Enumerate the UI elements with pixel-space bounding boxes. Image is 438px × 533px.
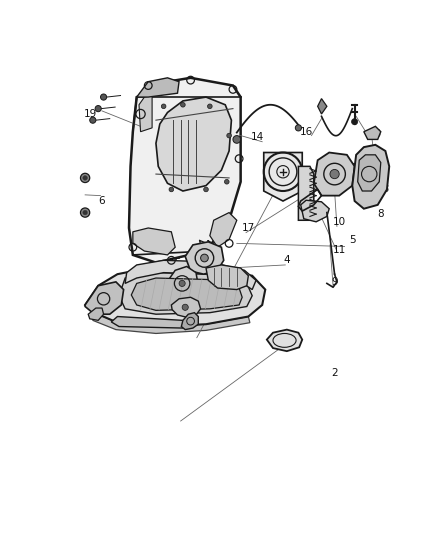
- Circle shape: [81, 173, 90, 182]
- Text: 15: 15: [169, 257, 182, 268]
- Polygon shape: [364, 126, 381, 140]
- Text: 12: 12: [199, 296, 212, 306]
- Circle shape: [161, 104, 166, 109]
- Circle shape: [179, 280, 185, 287]
- Polygon shape: [85, 266, 265, 327]
- Polygon shape: [267, 329, 302, 351]
- Text: 14: 14: [251, 132, 264, 142]
- Text: 3: 3: [197, 278, 204, 288]
- Polygon shape: [264, 152, 302, 201]
- Polygon shape: [314, 152, 355, 196]
- Polygon shape: [165, 266, 198, 301]
- Circle shape: [204, 187, 208, 192]
- Polygon shape: [93, 313, 250, 334]
- Polygon shape: [185, 242, 224, 274]
- Polygon shape: [119, 273, 252, 314]
- Text: 2: 2: [331, 368, 338, 378]
- Polygon shape: [111, 317, 183, 328]
- Polygon shape: [137, 78, 179, 97]
- Circle shape: [295, 125, 301, 131]
- Text: 16: 16: [300, 127, 313, 137]
- Text: 11: 11: [332, 245, 346, 255]
- Circle shape: [330, 169, 339, 179]
- Circle shape: [208, 104, 212, 109]
- Polygon shape: [131, 278, 242, 310]
- Polygon shape: [181, 313, 198, 329]
- Text: 13: 13: [369, 129, 382, 139]
- Polygon shape: [210, 213, 237, 247]
- Polygon shape: [206, 265, 248, 289]
- Circle shape: [95, 106, 101, 112]
- Text: 7: 7: [350, 163, 357, 173]
- Circle shape: [83, 175, 88, 180]
- Polygon shape: [125, 260, 256, 289]
- Polygon shape: [318, 99, 327, 114]
- Text: 4: 4: [283, 255, 290, 265]
- Polygon shape: [298, 166, 314, 220]
- Text: 17: 17: [242, 223, 255, 233]
- Circle shape: [169, 187, 173, 192]
- Circle shape: [100, 94, 107, 100]
- Text: 5: 5: [349, 235, 356, 245]
- Circle shape: [83, 210, 88, 215]
- Circle shape: [180, 102, 185, 107]
- Text: 8: 8: [378, 209, 384, 219]
- Text: 1: 1: [166, 311, 173, 321]
- Circle shape: [224, 180, 229, 184]
- Polygon shape: [352, 145, 389, 209]
- Circle shape: [201, 254, 208, 262]
- Polygon shape: [85, 282, 124, 314]
- Text: 19: 19: [84, 109, 97, 119]
- Text: 18: 18: [377, 184, 390, 195]
- Polygon shape: [171, 297, 201, 317]
- Text: 10: 10: [332, 217, 346, 227]
- Text: 6: 6: [99, 196, 106, 206]
- Polygon shape: [301, 200, 329, 222]
- Circle shape: [81, 208, 90, 217]
- Circle shape: [233, 135, 240, 143]
- Circle shape: [90, 117, 96, 123]
- Polygon shape: [139, 95, 152, 132]
- Polygon shape: [358, 155, 381, 191]
- Polygon shape: [156, 97, 231, 191]
- Polygon shape: [88, 308, 103, 320]
- Circle shape: [227, 133, 231, 138]
- Text: 9: 9: [331, 277, 338, 287]
- Circle shape: [352, 119, 358, 125]
- Polygon shape: [129, 78, 240, 263]
- Polygon shape: [133, 228, 175, 255]
- Circle shape: [182, 304, 188, 310]
